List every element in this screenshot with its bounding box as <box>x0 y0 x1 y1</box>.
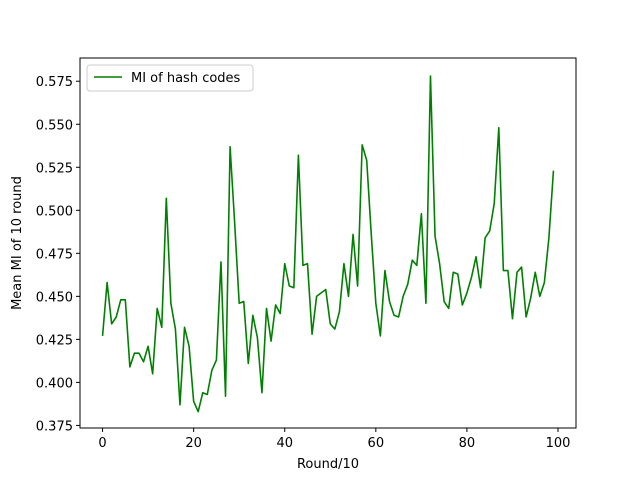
x-tick-label: 60 <box>368 436 385 451</box>
series-line-0 <box>101 75 555 413</box>
y-tick-label: 0.475 <box>36 247 73 262</box>
plot-frame <box>79 57 577 429</box>
y-tick-label: 0.375 <box>36 419 73 434</box>
legend-entry-mi-of-hash-codes: MI of hash codes <box>131 71 241 86</box>
y-tick-label: 0.550 <box>36 118 73 133</box>
y-tick-label: 0.425 <box>36 333 73 348</box>
x-axis: 0 20 40 60 80 100 <box>98 428 570 451</box>
x-axis-label: Round/10 <box>297 457 359 472</box>
y-tick-label: 0.450 <box>36 290 73 305</box>
y-tick-label: 0.500 <box>36 204 73 219</box>
series-layer <box>101 75 555 413</box>
x-tick-label: 0 <box>98 436 106 451</box>
y-axis: 0.375 0.400 0.425 0.450 0.475 0.500 0.525 0.550… <box>36 75 80 434</box>
x-tick-label: 20 <box>185 436 202 451</box>
y-tick-label: 0.525 <box>36 161 73 176</box>
y-tick-label: 0.400 <box>36 376 73 391</box>
x-tick-label: 80 <box>459 436 476 451</box>
y-tick-label: 0.575 <box>36 75 73 90</box>
x-tick-label: 40 <box>276 436 293 451</box>
plot-area <box>80 58 576 428</box>
legend-box <box>86 64 254 92</box>
x-tick-label: 100 <box>546 436 571 451</box>
legend: MI of hash codes <box>86 64 254 92</box>
y-axis-label: Mean MI of 10 round <box>10 176 25 310</box>
